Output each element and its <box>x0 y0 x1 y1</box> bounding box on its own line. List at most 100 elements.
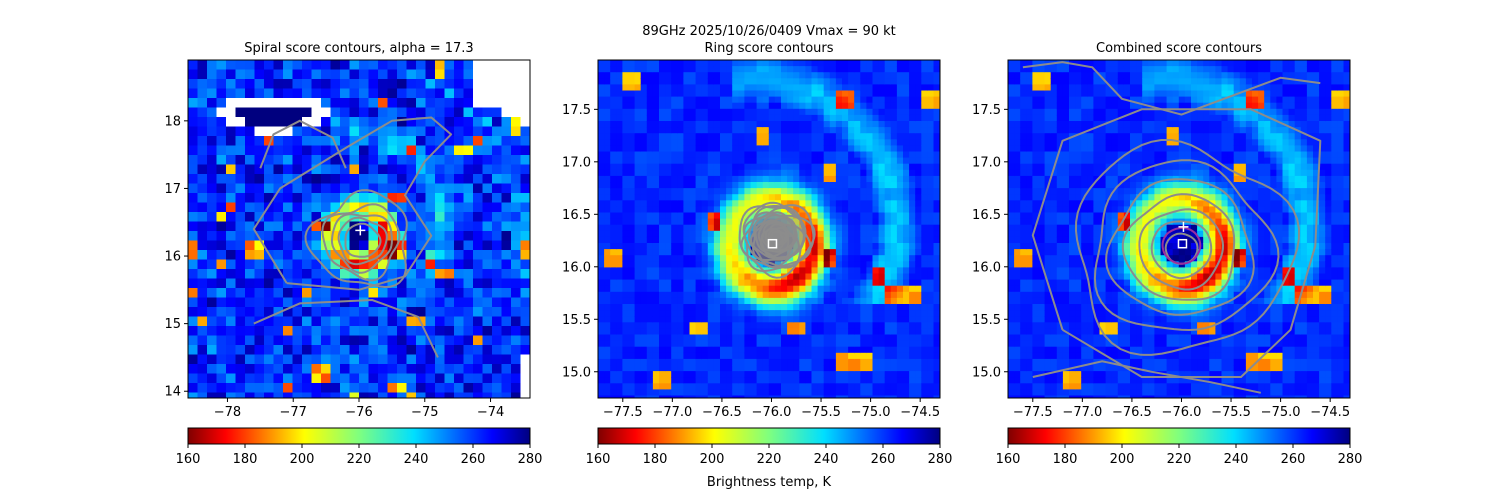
heatmap-cell <box>909 365 916 372</box>
heatmap-cell <box>713 249 721 256</box>
heatmap-cell <box>482 354 493 365</box>
heatmap-cell <box>610 78 617 85</box>
heatmap-cell <box>909 218 916 226</box>
heatmap-cell <box>744 273 752 281</box>
heatmap-cell <box>604 60 611 67</box>
heatmap-cell <box>872 96 880 104</box>
heatmap-cell <box>768 90 776 98</box>
heatmap-cell <box>756 304 764 311</box>
heatmap-cell <box>628 340 636 348</box>
heatmap-cell <box>188 335 199 346</box>
heatmap-cell <box>903 182 910 189</box>
heatmap-cell <box>927 182 935 189</box>
heatmap-cell <box>835 212 843 220</box>
heatmap-cell <box>646 255 654 262</box>
heatmap-cell <box>811 291 819 299</box>
heatmap-cell <box>713 316 721 323</box>
heatmap-cell <box>1032 66 1040 73</box>
heatmap-cell <box>598 139 605 146</box>
heatmap-cell <box>713 383 721 390</box>
heatmap-cell <box>622 78 630 85</box>
heatmap-cell <box>207 145 218 156</box>
heatmap-cell <box>726 108 733 116</box>
heatmap-cell <box>781 169 788 177</box>
heatmap-cell <box>720 84 727 92</box>
heatmap-cell <box>416 383 427 394</box>
heatmap-cell <box>799 78 806 85</box>
heatmap-cell <box>866 340 874 348</box>
heatmap-cell <box>781 84 788 92</box>
heatmap-cell <box>689 273 697 281</box>
heatmap-cell <box>707 151 715 159</box>
heatmap-cell <box>406 383 417 394</box>
heatmap-cell <box>756 200 764 207</box>
heatmap-cell <box>842 200 849 207</box>
heatmap-cell <box>878 243 886 250</box>
heatmap-cell <box>598 267 605 275</box>
heatmap-cell <box>197 345 208 356</box>
heatmap-cell <box>616 316 623 323</box>
heatmap-cell <box>671 243 678 250</box>
heatmap-cell <box>1020 224 1027 232</box>
heatmap-cell <box>435 354 446 365</box>
heatmap-cell <box>659 230 666 238</box>
heatmap-cell <box>787 169 794 177</box>
heatmap-cell <box>416 240 427 251</box>
heatmap-cell <box>378 335 389 346</box>
heatmap-cell <box>890 310 898 317</box>
heatmap-cell <box>756 139 764 146</box>
heatmap-cell <box>750 304 758 311</box>
heatmap-cell <box>872 267 880 275</box>
heatmap-cell <box>756 261 764 268</box>
heatmap-cell <box>473 98 484 109</box>
heatmap-cell <box>842 279 849 287</box>
heatmap-cell <box>264 392 275 398</box>
heatmap-cell <box>378 383 389 394</box>
heatmap-cell <box>264 117 275 128</box>
heatmap-cell <box>768 175 776 183</box>
heatmap-cell <box>903 334 910 342</box>
heatmap-cell <box>805 133 813 140</box>
heatmap-cell <box>226 107 237 118</box>
heatmap-cell <box>1014 352 1021 360</box>
heatmap-cell <box>368 174 379 185</box>
heatmap-cell <box>732 395 739 398</box>
heatmap-cell <box>604 78 611 85</box>
heatmap-cell <box>829 224 837 232</box>
heatmap-cell <box>1032 377 1040 384</box>
heatmap-cell <box>701 206 709 214</box>
heatmap-cell <box>884 236 892 244</box>
heatmap-cell <box>823 200 831 207</box>
heatmap-cell <box>927 304 935 311</box>
heatmap-cell <box>805 194 813 201</box>
heatmap-cell <box>921 249 928 256</box>
heatmap-cell <box>235 155 246 166</box>
heatmap-cell <box>622 90 630 98</box>
heatmap-cell <box>1008 352 1015 360</box>
heatmap-cell <box>774 243 782 250</box>
heatmap-cell <box>349 193 360 204</box>
heatmap-cell <box>302 335 313 346</box>
heatmap-cell <box>939 175 940 183</box>
ring-contour <box>738 204 815 279</box>
heatmap-cell <box>646 108 654 116</box>
heatmap-cell <box>903 279 910 287</box>
heatmap-cell <box>720 279 727 287</box>
heatmap-cell <box>720 163 727 171</box>
heatmap-cell <box>835 224 843 232</box>
heatmap-cell <box>787 236 794 244</box>
heatmap-cell <box>720 96 727 104</box>
heatmap-cell <box>671 328 678 336</box>
heatmap-cell <box>781 72 788 79</box>
heatmap-cell <box>921 175 928 183</box>
heatmap-cell <box>1050 224 1058 232</box>
heatmap-cell <box>610 261 617 268</box>
heatmap-cell <box>726 145 733 153</box>
heatmap-cell <box>1032 340 1040 348</box>
heatmap-cell <box>878 194 886 201</box>
heatmap-cell <box>1014 371 1021 378</box>
heatmap-cell <box>842 127 849 134</box>
heatmap-cell <box>628 121 636 128</box>
heatmap-cell <box>884 291 892 299</box>
heatmap-cell <box>896 90 904 98</box>
